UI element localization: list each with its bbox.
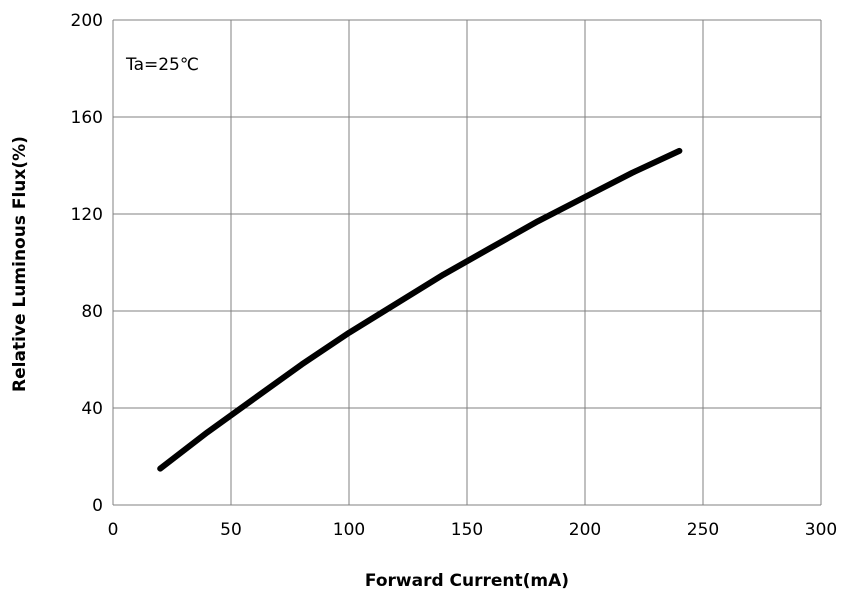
x-tick-label: 50 <box>220 520 242 540</box>
series-line <box>157 147 683 472</box>
grid-lines <box>112 19 822 506</box>
y-tick-label: 80 <box>81 302 103 322</box>
x-tick-label: 0 <box>108 520 119 540</box>
y-tick-label: 160 <box>71 108 103 128</box>
x-axis-title: Forward Current(mA) <box>365 571 569 591</box>
x-tick-label: 100 <box>333 520 365 540</box>
y-axis-title: Relative Luminous Flux(%) <box>10 136 30 392</box>
series-layer <box>157 147 683 472</box>
temperature-annotation: Ta=25℃ <box>125 55 199 75</box>
y-tick-label: 40 <box>81 399 103 419</box>
y-tick-label: 200 <box>71 11 103 31</box>
y-tick-label: 120 <box>71 205 103 225</box>
y-tick-label: 0 <box>92 496 103 516</box>
x-tick-label: 300 <box>805 520 837 540</box>
x-tick-label: 250 <box>687 520 719 540</box>
x-tick-label: 150 <box>451 520 483 540</box>
tick-labels: 0 50 100 150 200 250 300 0 40 80 120 160 200 <box>71 11 838 540</box>
x-tick-label: 200 <box>569 520 601 540</box>
